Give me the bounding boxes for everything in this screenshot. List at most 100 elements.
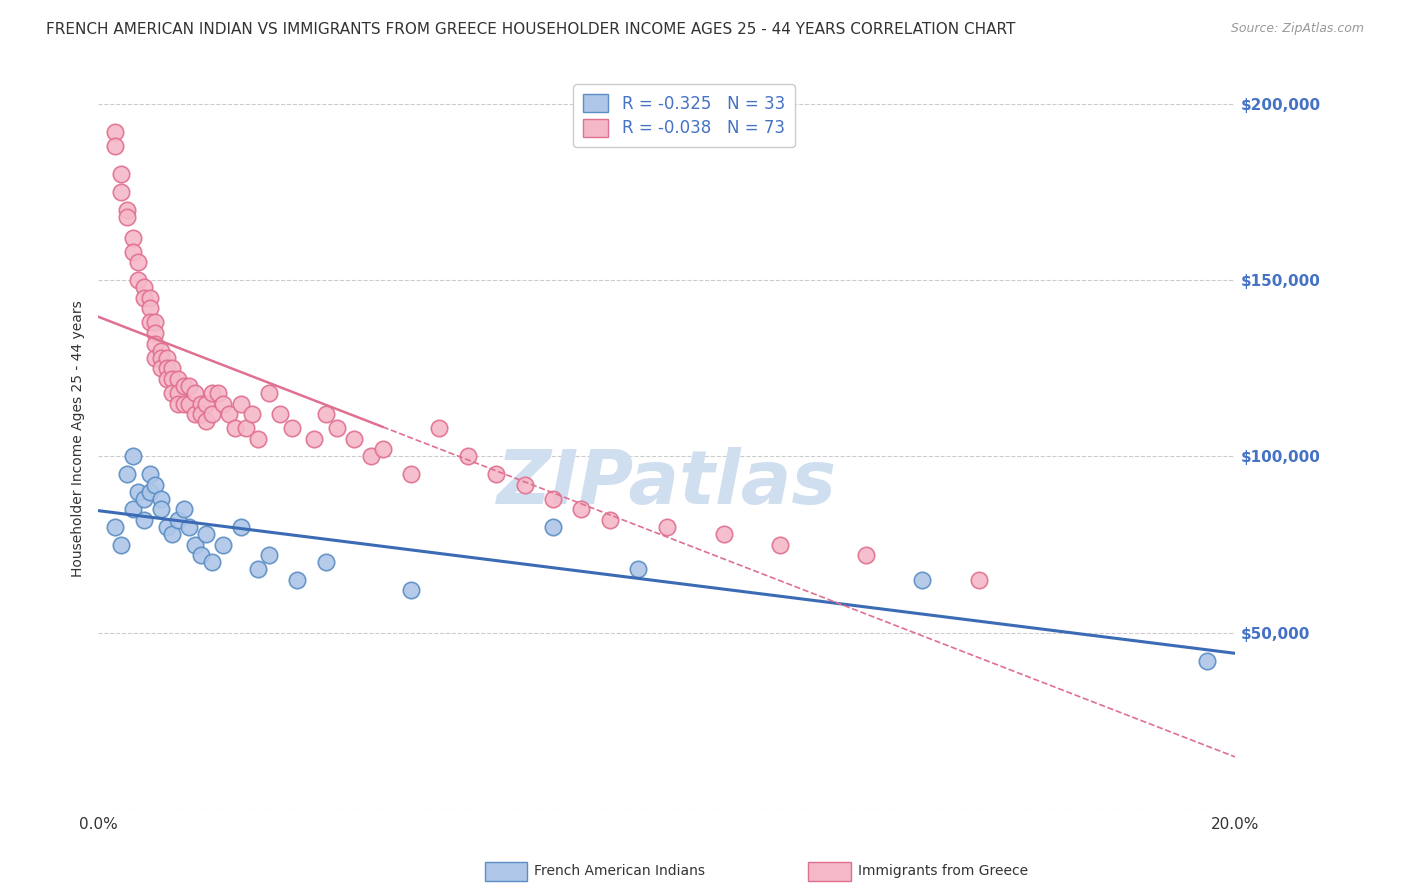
Point: [115, 202, 138, 217]
Point: [162, 361, 184, 376]
Point: [229, 520, 252, 534]
Point: [138, 315, 160, 329]
Point: [360, 450, 382, 464]
Point: [229, 396, 252, 410]
Point: [541, 520, 564, 534]
Point: [285, 573, 308, 587]
Point: [190, 407, 212, 421]
Point: [280, 421, 302, 435]
Point: [571, 502, 593, 516]
Point: [513, 477, 536, 491]
Point: [315, 407, 337, 421]
Point: [399, 583, 422, 598]
Point: [156, 372, 179, 386]
Point: [240, 407, 263, 421]
Point: [212, 538, 235, 552]
Point: [399, 467, 422, 481]
Point: [201, 386, 224, 401]
Point: [326, 421, 349, 435]
Point: [121, 502, 143, 516]
Point: [132, 513, 155, 527]
Point: [343, 432, 366, 446]
Point: [655, 520, 678, 534]
Text: Immigrants from Greece: Immigrants from Greece: [858, 864, 1028, 879]
Point: [149, 343, 172, 358]
Point: [304, 432, 326, 446]
Point: [184, 407, 207, 421]
Point: [269, 407, 291, 421]
Legend: R = -0.325   N = 33, R = -0.038   N = 73: R = -0.325 N = 33, R = -0.038 N = 73: [574, 84, 794, 147]
Point: [627, 562, 650, 576]
Point: [201, 555, 224, 569]
Point: [156, 351, 179, 365]
Text: Source: ZipAtlas.com: Source: ZipAtlas.com: [1230, 22, 1364, 36]
Point: [246, 562, 269, 576]
Point: [855, 548, 877, 562]
Point: [173, 502, 195, 516]
Point: [184, 538, 207, 552]
Point: [599, 513, 621, 527]
Point: [110, 167, 132, 181]
Point: [115, 210, 138, 224]
Point: [167, 386, 190, 401]
Point: [1195, 654, 1218, 668]
Point: [149, 351, 172, 365]
Point: [138, 484, 160, 499]
Point: [143, 477, 166, 491]
Point: [149, 502, 172, 516]
Point: [110, 538, 132, 552]
Point: [541, 491, 564, 506]
Point: [143, 336, 166, 351]
Point: [195, 414, 218, 428]
Point: [156, 361, 179, 376]
Point: [138, 291, 160, 305]
Point: [127, 273, 149, 287]
Point: [156, 520, 179, 534]
Point: [173, 379, 195, 393]
Point: [195, 527, 218, 541]
Point: [104, 520, 127, 534]
Point: [769, 538, 792, 552]
Point: [190, 548, 212, 562]
Point: [149, 491, 172, 506]
Point: [212, 396, 235, 410]
Point: [121, 450, 143, 464]
Point: [224, 421, 246, 435]
Point: [143, 351, 166, 365]
Point: [173, 396, 195, 410]
Point: [162, 527, 184, 541]
Point: [429, 421, 451, 435]
Point: [132, 280, 155, 294]
Point: [179, 520, 201, 534]
Point: [713, 527, 735, 541]
Point: [104, 125, 127, 139]
Point: [179, 396, 201, 410]
Point: [110, 185, 132, 199]
Point: [121, 231, 143, 245]
Point: [104, 139, 127, 153]
Point: [115, 467, 138, 481]
Point: [485, 467, 508, 481]
Point: [132, 291, 155, 305]
Point: [149, 361, 172, 376]
Point: [218, 407, 240, 421]
Point: [246, 432, 269, 446]
Point: [371, 442, 394, 457]
Point: [132, 491, 155, 506]
Text: French American Indians: French American Indians: [534, 864, 706, 879]
Point: [127, 255, 149, 269]
Point: [257, 548, 280, 562]
Point: [207, 386, 229, 401]
Point: [315, 555, 337, 569]
Point: [184, 386, 207, 401]
Point: [138, 301, 160, 316]
Point: [143, 326, 166, 340]
Point: [911, 573, 934, 587]
Point: [121, 244, 143, 259]
Point: [457, 450, 479, 464]
Point: [179, 379, 201, 393]
Point: [235, 421, 257, 435]
Point: [201, 407, 224, 421]
Point: [167, 513, 190, 527]
Point: [167, 396, 190, 410]
